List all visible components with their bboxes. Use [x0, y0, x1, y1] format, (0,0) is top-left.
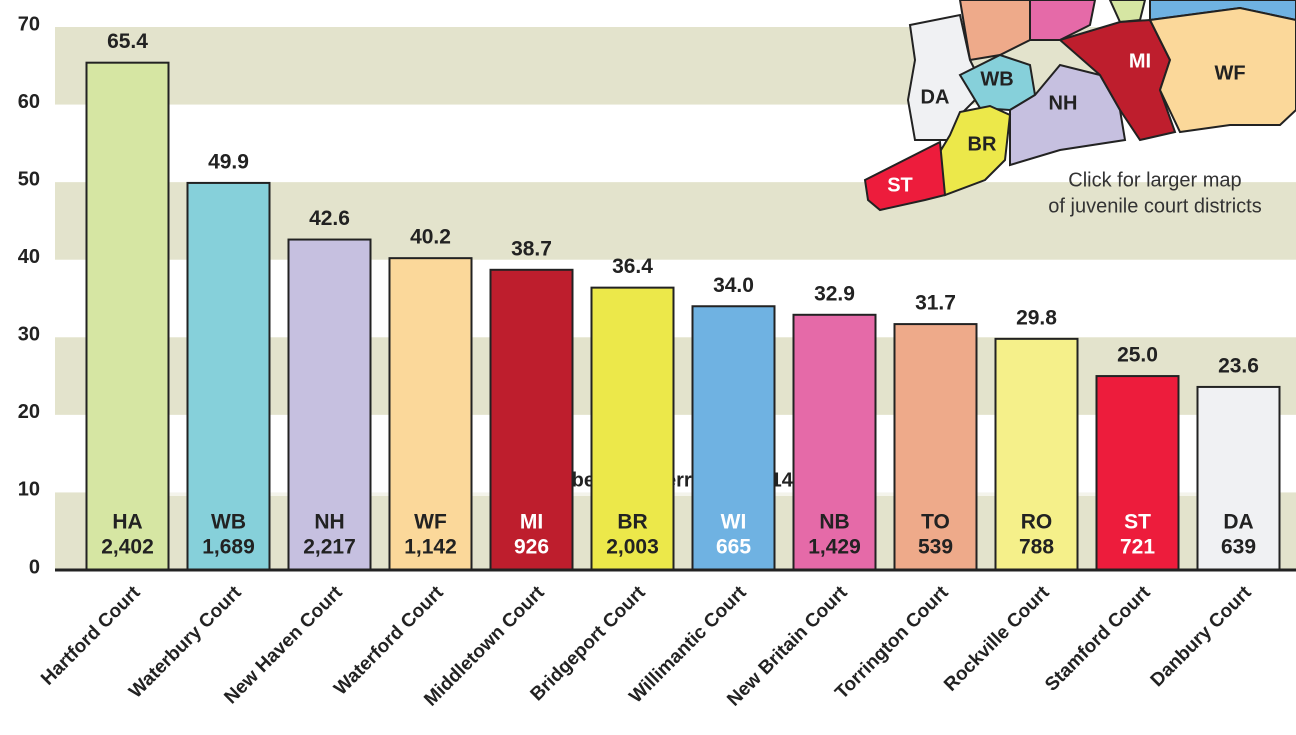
value-label: 23.6	[1218, 354, 1259, 377]
map-region-label: NH	[1049, 92, 1078, 114]
value-label: 34.0	[713, 274, 754, 297]
court-code: WF	[414, 511, 447, 534]
referral-count: 721	[1120, 536, 1155, 559]
x-tick-label: Waterford Court	[330, 582, 448, 700]
y-tick-label: 0	[29, 556, 40, 578]
bar	[691, 305, 776, 571]
referral-count: 539	[918, 536, 953, 559]
map-region[interactable]	[863, 140, 947, 212]
map-region[interactable]	[1057, 18, 1177, 142]
court-code: HA	[112, 511, 142, 534]
map-caption[interactable]: Click for larger map	[1068, 169, 1241, 191]
referral-count: 2,402	[101, 536, 154, 559]
referral-count: 665	[716, 536, 751, 559]
referral-count: 1,689	[202, 536, 255, 559]
x-tick-label: Hartford Court	[37, 582, 145, 690]
bar	[85, 61, 170, 571]
map-region-label: WF	[1214, 62, 1245, 84]
y-tick-label: 40	[18, 246, 40, 268]
x-tick-label: Stamford Court	[1041, 582, 1155, 696]
bar	[893, 323, 978, 571]
district-map[interactable]	[863, 0, 1296, 212]
court-code: WB	[211, 511, 246, 534]
y-tick-label: 60	[18, 91, 40, 113]
y-tick-label: 10	[18, 479, 40, 501]
x-tick-label: Torrington Court	[831, 582, 953, 704]
x-tick-label: Danbury Court	[1147, 582, 1256, 691]
referral-count: 639	[1221, 536, 1256, 559]
map-region[interactable]	[1108, 0, 1147, 24]
x-tick-label: Waterbury Court	[125, 582, 246, 703]
value-label: 49.9	[208, 150, 249, 173]
court-code: DA	[1223, 511, 1253, 534]
court-code: RO	[1021, 511, 1053, 534]
court-code: TO	[921, 511, 950, 534]
value-label: 29.8	[1016, 306, 1057, 329]
map-region[interactable]	[1029, 0, 1097, 41]
map-region-label: MI	[1129, 50, 1151, 72]
referral-count: 2,003	[606, 536, 659, 559]
value-label: 32.9	[814, 282, 855, 305]
map-region-label: DA	[921, 86, 950, 108]
map-caption[interactable]: of juvenile court districts	[1048, 195, 1261, 217]
value-label: 42.6	[309, 207, 350, 230]
map-region-label: BR	[968, 133, 997, 155]
referral-count: 1,429	[808, 536, 861, 559]
bar	[792, 313, 877, 572]
court-code: NH	[314, 511, 344, 534]
value-label: 36.4	[612, 255, 653, 278]
map-region-label: WB	[980, 68, 1013, 90]
bar	[1196, 385, 1281, 571]
referral-count: 2,217	[303, 536, 356, 559]
bar	[1095, 375, 1180, 572]
court-code: NB	[819, 511, 849, 534]
bar	[287, 238, 372, 571]
bar	[489, 268, 574, 571]
map-region[interactable]	[1148, 6, 1296, 134]
y-tick-label: 50	[18, 168, 40, 190]
y-tick-label: 20	[18, 401, 40, 423]
y-tick-label: 70	[18, 13, 40, 35]
court-code: WI	[721, 511, 747, 534]
value-label: 38.7	[511, 237, 552, 260]
bar	[590, 286, 675, 571]
court-code: ST	[1124, 511, 1151, 534]
value-label: 65.4	[107, 30, 148, 53]
bar	[186, 181, 271, 571]
x-tick-label: Rockville Court	[940, 582, 1054, 696]
court-code: MI	[520, 511, 543, 534]
referral-count: 1,142	[404, 536, 457, 559]
value-label: 25.0	[1117, 344, 1158, 367]
y-tick-label: 30	[18, 324, 40, 346]
referral-count: 788	[1019, 536, 1054, 559]
map-region-label: ST	[887, 174, 913, 196]
value-label: 40.2	[410, 226, 451, 249]
referral-count: 926	[514, 536, 549, 559]
bar	[994, 337, 1079, 571]
value-label: 31.7	[915, 292, 956, 315]
bar	[388, 257, 473, 571]
court-code: BR	[617, 511, 647, 534]
